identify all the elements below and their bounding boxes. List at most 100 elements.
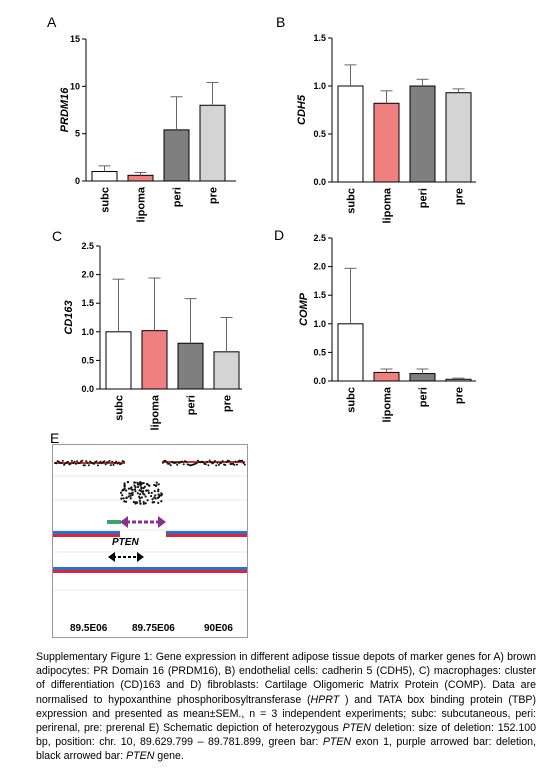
gene-arrow-left: [108, 552, 115, 562]
deletion-probe-point: [139, 493, 142, 496]
deletion-probe-point: [142, 502, 145, 505]
y-tick-label: 0: [75, 176, 80, 186]
caption-pten-1: PTEN: [342, 722, 371, 735]
category-label: lipoma: [136, 186, 148, 222]
deletion-probe-point: [144, 495, 147, 498]
probe-point: [204, 463, 207, 466]
probe-point: [182, 463, 185, 466]
probe-point: [216, 461, 219, 464]
category-label: lipoma: [382, 187, 394, 223]
bar-lipoma: [373, 102, 400, 183]
deletion-probe-point: [142, 500, 145, 504]
category-label: subc: [346, 387, 358, 413]
probe-point: [181, 460, 184, 463]
category-label: subc: [346, 188, 358, 214]
category-label: peri: [186, 395, 198, 415]
probe-point: [60, 462, 63, 465]
deletion-probe-point: [130, 492, 133, 495]
category-label: peri: [418, 188, 430, 208]
bar-pre: [199, 104, 226, 182]
y-tick-label: 15: [70, 34, 80, 44]
bar-subc: [105, 331, 132, 390]
panel-label-b: B: [276, 14, 286, 30]
probe-point: [207, 464, 210, 467]
panel-label-e: E: [50, 430, 60, 446]
pten-gene-label: PTEN: [112, 537, 139, 548]
probe-point: [115, 460, 118, 463]
deletion-probe-point: [123, 482, 126, 485]
probe-point: [241, 459, 244, 462]
probe-point: [112, 463, 115, 466]
y-tick-label: 0.0: [313, 177, 326, 187]
category-label: pre: [454, 188, 466, 205]
category-label: lipoma: [150, 394, 162, 430]
track-upper-right-red: [166, 534, 247, 537]
deletion-probe-point: [139, 502, 142, 505]
probe-point: [164, 459, 167, 462]
y-tick-label: 1.5: [313, 33, 326, 43]
y-tick-label: 2.5: [313, 233, 326, 243]
probe-point: [93, 462, 95, 465]
caption-part-2: ) and TATA box binding protein (TBP) exp…: [36, 693, 536, 735]
deletion-probe-point: [123, 484, 126, 487]
probe-point: [85, 460, 88, 463]
probe-point: [109, 464, 112, 467]
deletion-probe-point: [123, 500, 126, 503]
caption-pten-3: PTEN: [126, 750, 155, 763]
deletion-probe-point: [134, 485, 137, 489]
y-tick-label: 1.0: [81, 327, 94, 337]
deletion-probe-point: [156, 496, 160, 499]
probe-point: [103, 460, 106, 463]
y-axis-label: CD163: [63, 300, 75, 334]
probe-point: [95, 460, 98, 463]
deletion-probe-point: [133, 488, 137, 491]
deletion-probe-point: [133, 481, 136, 484]
deletion-probe-point: [140, 490, 144, 493]
probe-point: [73, 460, 76, 463]
probe-point: [221, 460, 224, 463]
y-tick-label: 5: [75, 129, 80, 139]
probe-point: [169, 464, 172, 467]
track-lower-red: [53, 570, 247, 573]
probe-point: [107, 461, 110, 464]
deletion-probe-point: [150, 491, 153, 494]
genome-x-tick-3: 90E06: [204, 623, 233, 634]
y-tick-label: 0.0: [313, 376, 326, 386]
deletion-probe-point: [144, 502, 147, 505]
y-tick-label: 0.0: [81, 384, 94, 394]
bar-pre: [445, 92, 472, 183]
bar-peri: [163, 129, 190, 182]
deletion-probe-point: [136, 481, 139, 484]
deletion-probe-point: [134, 490, 137, 493]
genome-x-tick-1: 89.5E06: [70, 623, 108, 634]
probe-point: [217, 463, 220, 466]
deletion-probe-point: [130, 486, 133, 489]
probe-point: [63, 463, 66, 466]
category-label: pre: [208, 187, 220, 204]
deletion-probe-point: [155, 481, 158, 484]
panel-label-d: D: [274, 227, 285, 243]
deletion-probe-point: [127, 495, 130, 498]
track-upper-right-blue: [166, 531, 247, 534]
deletion-probe-point: [157, 501, 160, 504]
y-tick-label: 0.5: [313, 129, 326, 139]
probe-point: [122, 460, 125, 463]
deletion-probe-point: [142, 487, 145, 490]
deletion-probe-point: [131, 493, 134, 496]
y-tick-label: 1.5: [81, 298, 94, 308]
deletion-probe-point: [143, 485, 147, 488]
deletion-probe-point: [124, 500, 128, 503]
caption-part-4: exon 1, purple arrowed bar: deletion, bl…: [36, 736, 537, 763]
deletion-probe-point: [125, 496, 128, 499]
probe-point: [206, 460, 209, 463]
deletion-probe-point: [151, 498, 154, 501]
probe-point: [81, 459, 84, 462]
deletion-probe-point: [145, 483, 149, 486]
deletion-probe-point: [154, 484, 157, 488]
y-tick-label: 2.0: [81, 270, 94, 280]
deletion-probe-point: [157, 488, 160, 491]
deletion-probe-point: [134, 502, 137, 505]
probe-point: [225, 460, 228, 463]
y-tick-label: 0.5: [313, 347, 326, 357]
